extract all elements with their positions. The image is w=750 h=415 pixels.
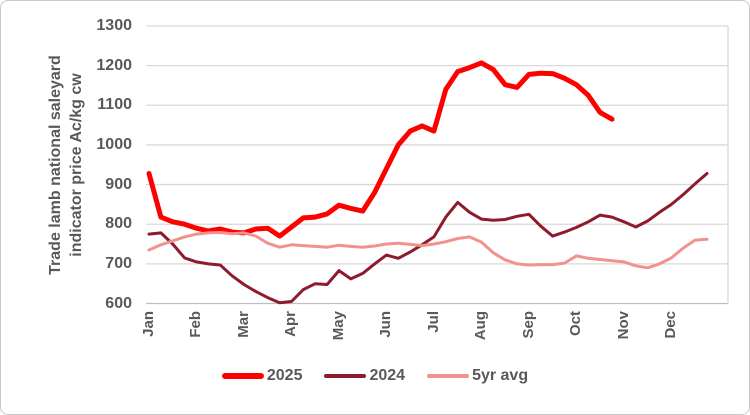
- legend-swatch-2024: [324, 374, 367, 378]
- x-tick-label-sep: Sep: [519, 311, 537, 339]
- legend-item-5yr-avg: 5yr avg: [427, 367, 528, 385]
- y-tick-label-1000: 1000: [96, 135, 132, 153]
- legend-item-2025: 2025: [221, 367, 303, 385]
- x-tick-label-jul: Jul: [424, 311, 442, 333]
- x-tick-label-jun: Jun: [377, 311, 395, 338]
- legend: 2025 2024 5yr avg: [1, 367, 749, 385]
- series-line-2025: [146, 60, 615, 239]
- x-tick-label-oct: Oct: [567, 311, 585, 337]
- legend-swatch-2025: [221, 373, 264, 379]
- y-tick-label-700: 700: [105, 254, 132, 272]
- x-tick-label-nov: Nov: [614, 311, 632, 340]
- y-tick-label-600: 600: [105, 294, 132, 312]
- x-tick-label-dec: Dec: [662, 311, 680, 339]
- x-tick-label-feb: Feb: [187, 311, 205, 338]
- y-tick-label-900: 900: [105, 175, 132, 193]
- x-tick-label-apr: Apr: [282, 311, 300, 337]
- x-tick-label-may: May: [329, 311, 347, 341]
- y-tick-label-1300: 1300: [96, 17, 132, 34]
- legend-item-2024: 2024: [324, 367, 405, 385]
- legend-label-2025: 2025: [266, 367, 303, 384]
- legend-label-5yr-avg: 5yr avg: [472, 367, 529, 384]
- y-tick-label-1100: 1100: [97, 96, 132, 114]
- x-tick-label-aug: Aug: [472, 311, 490, 341]
- x-tick-label-mar: Mar: [234, 311, 252, 338]
- y-tick-label-800: 800: [105, 215, 132, 233]
- x-tick-label-jan: Jan: [140, 311, 157, 337]
- y-tick-label-1200: 1200: [96, 56, 132, 74]
- legend-label-2024: 2024: [369, 367, 406, 384]
- series-line-2024: [147, 172, 709, 305]
- legend-swatch-5yr-avg: [427, 374, 470, 378]
- series-line-5yr-avg: [147, 231, 709, 270]
